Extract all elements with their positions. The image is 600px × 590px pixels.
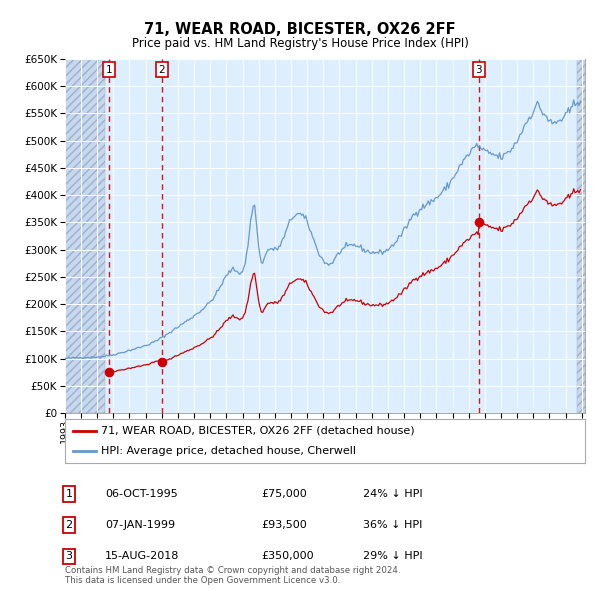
Text: 2: 2 bbox=[65, 520, 73, 530]
Text: 15-AUG-2018: 15-AUG-2018 bbox=[105, 552, 179, 561]
Text: £93,500: £93,500 bbox=[261, 520, 307, 530]
Text: £75,000: £75,000 bbox=[261, 489, 307, 499]
Point bbox=[104, 368, 114, 377]
Text: 1: 1 bbox=[106, 65, 113, 75]
Text: 2: 2 bbox=[159, 65, 166, 75]
Text: 06-OCT-1995: 06-OCT-1995 bbox=[105, 489, 178, 499]
Text: 3: 3 bbox=[65, 552, 73, 561]
Text: £350,000: £350,000 bbox=[261, 552, 314, 561]
Text: 71, WEAR ROAD, BICESTER, OX26 2FF (detached house): 71, WEAR ROAD, BICESTER, OX26 2FF (detac… bbox=[101, 426, 415, 436]
Point bbox=[474, 218, 484, 227]
Text: HPI: Average price, detached house, Cherwell: HPI: Average price, detached house, Cher… bbox=[101, 446, 356, 456]
Text: 29% ↓ HPI: 29% ↓ HPI bbox=[363, 552, 422, 561]
Text: 71, WEAR ROAD, BICESTER, OX26 2FF: 71, WEAR ROAD, BICESTER, OX26 2FF bbox=[144, 22, 456, 37]
Text: Price paid vs. HM Land Registry's House Price Index (HPI): Price paid vs. HM Land Registry's House … bbox=[131, 37, 469, 50]
Text: 24% ↓ HPI: 24% ↓ HPI bbox=[363, 489, 422, 499]
Text: 1: 1 bbox=[65, 489, 73, 499]
Bar bbox=[65, 59, 105, 413]
Text: 3: 3 bbox=[475, 65, 482, 75]
Bar bbox=[577, 59, 585, 413]
Text: 07-JAN-1999: 07-JAN-1999 bbox=[105, 520, 175, 530]
Text: Contains HM Land Registry data © Crown copyright and database right 2024.
This d: Contains HM Land Registry data © Crown c… bbox=[65, 566, 400, 585]
Point bbox=[157, 358, 167, 367]
Text: 36% ↓ HPI: 36% ↓ HPI bbox=[363, 520, 422, 530]
